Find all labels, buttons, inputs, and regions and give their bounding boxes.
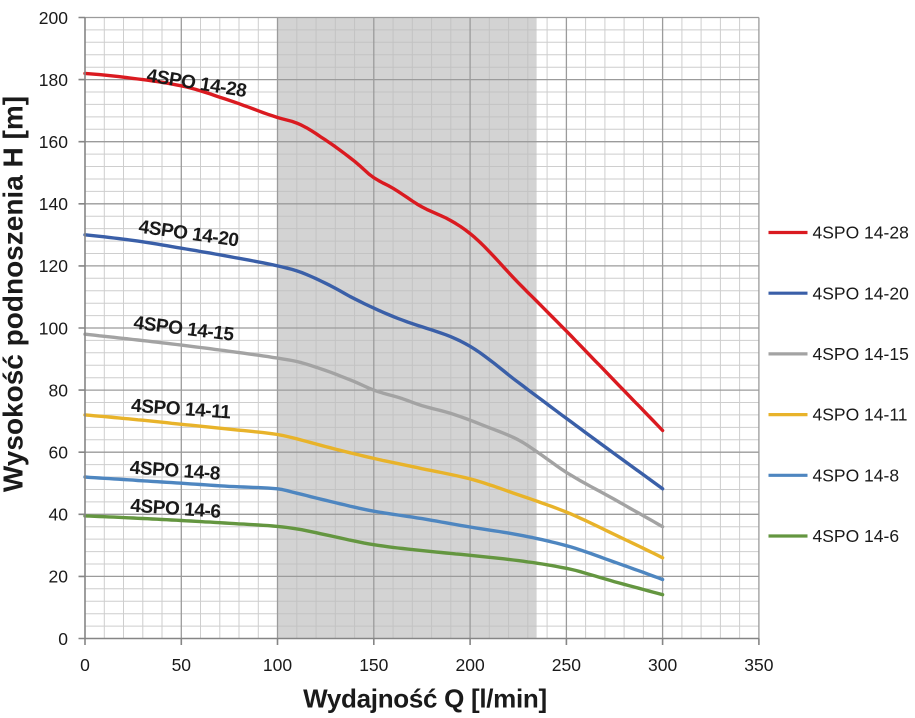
svg-text:4SPO 14-15: 4SPO 14-15 [813,344,909,364]
svg-text:150: 150 [359,655,388,675]
svg-text:140: 140 [39,194,68,214]
svg-text:100: 100 [263,655,292,675]
svg-text:20: 20 [49,567,69,587]
svg-text:40: 40 [49,505,69,525]
svg-text:350: 350 [744,655,773,675]
svg-text:4SPO 14-8: 4SPO 14-8 [813,465,900,485]
svg-text:60: 60 [49,443,69,463]
svg-text:180: 180 [39,70,68,90]
svg-text:80: 80 [49,380,69,400]
svg-text:4SPO 14-6: 4SPO 14-6 [813,526,900,546]
svg-text:250: 250 [552,655,581,675]
svg-text:200: 200 [39,8,68,28]
svg-text:50: 50 [172,655,192,675]
svg-text:Wydajność Q [l/min]: Wydajność Q [l/min] [303,684,547,714]
svg-text:0: 0 [80,655,90,675]
svg-text:Wysokość podnoszenia H [m]: Wysokość podnoszenia H [m] [0,96,29,492]
svg-text:4SPO 14-28: 4SPO 14-28 [813,223,909,243]
svg-text:4SPO 14-11: 4SPO 14-11 [813,405,908,425]
svg-text:4SPO 14-20: 4SPO 14-20 [813,283,910,303]
svg-text:300: 300 [648,655,677,675]
svg-text:100: 100 [39,318,68,338]
svg-text:120: 120 [39,256,68,276]
svg-text:200: 200 [455,655,484,675]
svg-text:160: 160 [39,132,68,152]
svg-text:0: 0 [58,629,68,649]
